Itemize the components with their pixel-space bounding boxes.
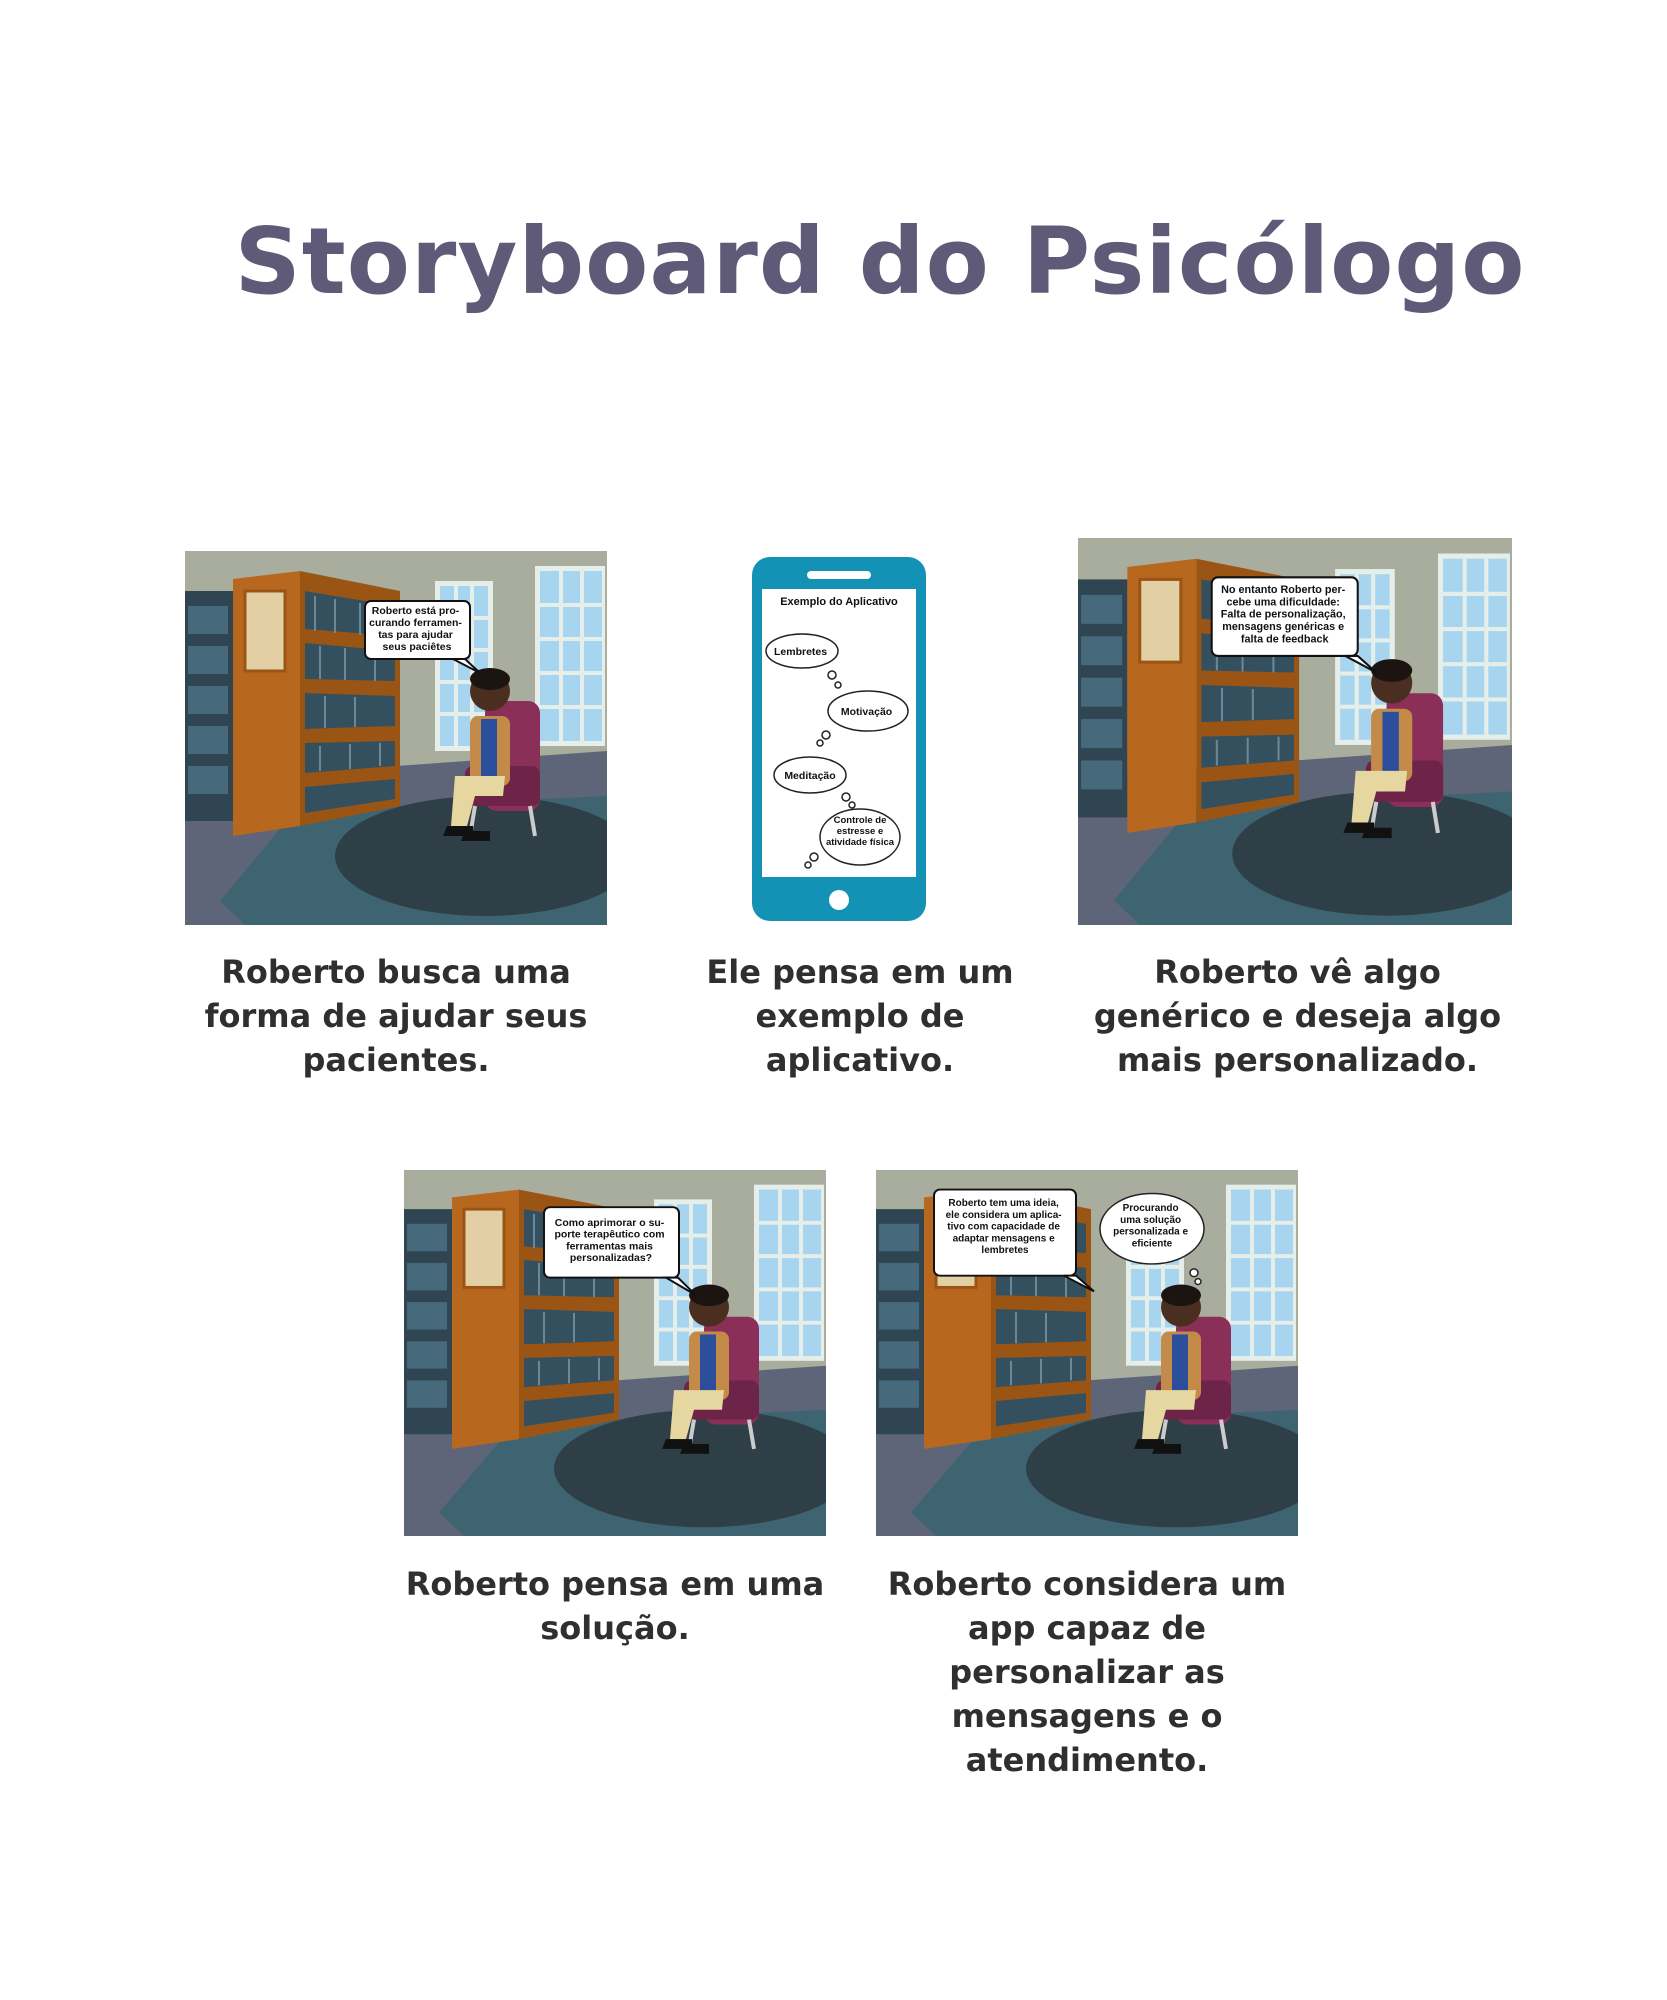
svg-text:Lembretes Motivação: Lembretes Motivação Meditação — [774, 646, 895, 782]
speech-line: Roberto tem uma ideia, — [948, 1198, 1059, 1209]
thought-line: eficiente — [1132, 1238, 1173, 1249]
speech-line: ele considera um aplica- — [946, 1210, 1062, 1221]
svg-text:No entanto Roberto per-: No entanto Roberto per- cebe uma dificul… — [1221, 584, 1349, 646]
library-scene-illustration: Roberto tem uma ideia, ele considera um … — [876, 1170, 1298, 1536]
speech-line: cebe uma dificuldade: — [1227, 596, 1340, 608]
storyboard-panel-2: Exemplo do Aplicativo Lembretes Motivaçã… — [750, 555, 928, 923]
storyboard-panel-5: Roberto tem uma ideia, ele considera um … — [876, 1170, 1298, 1536]
storyboard-panel-1: Roberto está pro- curando ferramen- tas … — [185, 551, 607, 925]
speech-line: tas para ajudar — [378, 629, 453, 641]
phone-illustration: Exemplo do Aplicativo Lembretes Motivaçã… — [752, 557, 926, 921]
speech-line: mensagens genéricas e — [1222, 621, 1344, 633]
speech-line: Como aprimorar o su- — [555, 1218, 665, 1229]
storyboard-panel-3: No entanto Roberto per- cebe uma dificul… — [1078, 538, 1512, 925]
caption-panel-3: Roberto vê algo genérico e deseja algo m… — [1093, 953, 1502, 1079]
speech-line: porte terapêutico com — [554, 1230, 664, 1241]
thought-line: Procurando — [1123, 1203, 1179, 1214]
svg-text:Roberto tem uma ideia, e: Roberto tem uma ideia, ele considera um … — [946, 1198, 1065, 1256]
library-scene-illustration: Como aprimorar o su- porte terapêutico c… — [404, 1170, 826, 1536]
speech-line: No entanto Roberto per- — [1221, 584, 1346, 596]
caption-panel-2: Ele pensa em um exemplo de aplicativo. — [706, 953, 1014, 1079]
caption-panel-5: Roberto considera um app capaz de person… — [887, 1565, 1287, 1779]
caption-panel-4: Roberto pensa em uma solução. — [405, 1565, 825, 1647]
library-scene-illustration: No entanto Roberto per- cebe uma dificul… — [1078, 538, 1512, 925]
svg-text:Como aprimorar o su- por: Como aprimorar o su- porte terapêutico c… — [554, 1218, 667, 1264]
caption-panel-1: Roberto busca uma forma de ajudar seus p… — [204, 953, 588, 1079]
speech-line: lembretes — [981, 1245, 1029, 1256]
thought-lembretes: Lembretes — [774, 646, 827, 658]
svg-text:Roberto está pro- curand: Roberto está pro- curando ferramen- tas … — [369, 605, 465, 653]
speech-line: Roberto está pro- — [372, 605, 460, 617]
page-title: Storyboard do Psicólogo — [234, 208, 1526, 315]
thought-motivacao: Motivação — [841, 706, 892, 718]
thought-line: personalizada e — [1113, 1227, 1188, 1238]
thought-meditacao: Meditação — [784, 770, 835, 782]
speech-line: adaptar mensagens e — [953, 1234, 1056, 1245]
svg-text:Procurando uma solução: Procurando uma solução personalizada e e… — [1113, 1203, 1191, 1249]
speech-line: tivo com capacidade de — [947, 1222, 1060, 1233]
speech-line: ferramentas mais — [566, 1241, 653, 1252]
speech-line: seus paciêtes — [383, 641, 452, 653]
speech-line: curando ferramen- — [369, 617, 462, 629]
phone-app-title: Exemplo do Aplicativo — [780, 596, 898, 608]
library-scene-illustration: Roberto está pro- curando ferramen- tas … — [185, 551, 607, 925]
thought-line: uma solução — [1120, 1215, 1181, 1226]
storyboard-panel-4: Como aprimorar o su- porte terapêutico c… — [404, 1170, 826, 1536]
thought-controle: Controle de estresse e atividade física — [825, 815, 895, 848]
speech-line: Falta de personalização, — [1221, 609, 1346, 621]
speech-line: personalizadas? — [570, 1253, 652, 1264]
speech-line: falta de feedback — [1241, 633, 1330, 645]
